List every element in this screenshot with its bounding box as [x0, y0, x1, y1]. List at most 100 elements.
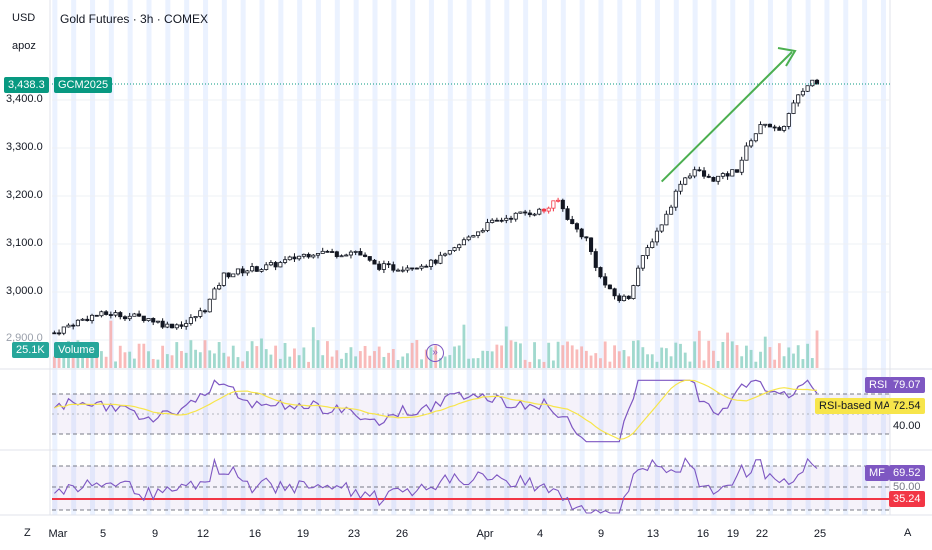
- zoom-reset-button[interactable]: Z: [24, 527, 31, 539]
- volume-bar: [627, 356, 631, 368]
- mfi-value: 69.52: [889, 465, 925, 481]
- session-shade: [692, 0, 698, 515]
- volume-bar: [679, 343, 682, 368]
- candle-body: [636, 267, 641, 286]
- volume-bar: [749, 349, 753, 368]
- volume-bar: [241, 361, 245, 368]
- candle-body: [640, 255, 645, 269]
- currency-label[interactable]: USD: [12, 12, 36, 24]
- volume-bar: [519, 343, 522, 368]
- volume-bar: [448, 355, 452, 368]
- session-shade: [372, 0, 378, 515]
- volume-bar: [358, 351, 362, 368]
- candle-body: [452, 247, 457, 251]
- session-shade: [203, 0, 209, 515]
- candle-body: [231, 273, 236, 278]
- x-tick-label: 16: [697, 528, 709, 540]
- session-shade: [221, 0, 227, 515]
- candle-body: [372, 259, 377, 265]
- candle-body: [494, 219, 499, 222]
- session-shade: [278, 0, 284, 515]
- candle-body: [381, 263, 386, 270]
- candle-body: [151, 318, 156, 323]
- session-shade: [71, 0, 77, 515]
- candle-body: [282, 259, 288, 263]
- volume-bar: [594, 353, 598, 368]
- candle-body: [626, 295, 631, 299]
- candle-body: [499, 219, 504, 222]
- volume-bar: [613, 345, 617, 368]
- candle-body: [113, 312, 118, 316]
- volume-bar: [759, 351, 762, 368]
- volume-bar: [128, 351, 132, 368]
- x-tick-label: 13: [647, 528, 659, 540]
- candle-body: [485, 222, 490, 231]
- candle-body: [367, 256, 372, 261]
- volume-bar: [420, 359, 423, 368]
- auto-scale-button[interactable]: A: [904, 527, 912, 539]
- candle-body: [758, 124, 763, 135]
- candle-body: [61, 326, 66, 334]
- candle-body: [193, 316, 198, 319]
- replay-icon[interactable]: »: [426, 344, 444, 362]
- candle-body: [315, 253, 321, 256]
- volume-bar: [768, 347, 772, 368]
- candle-body: [438, 254, 443, 264]
- volume-bar: [194, 349, 198, 368]
- mfi-label[interactable]: MF: [865, 465, 889, 481]
- volume-bar: [109, 320, 113, 368]
- volume-bar: [509, 340, 513, 368]
- volume-bar: [716, 360, 720, 368]
- candle-body: [391, 264, 396, 271]
- session-shade: [862, 0, 868, 515]
- rsi-ma-label[interactable]: RSI-based MA: [815, 398, 895, 414]
- volume-bar: [250, 341, 254, 368]
- volume-bar: [547, 342, 551, 368]
- volume-bar: [335, 350, 339, 368]
- candle-body: [621, 295, 627, 302]
- candle-body: [137, 313, 142, 317]
- symbol-tag: GCM2025: [54, 77, 113, 93]
- candle-body: [786, 113, 791, 127]
- volume-bar: [368, 355, 372, 368]
- volume-bar: [486, 350, 489, 368]
- volume-bar: [712, 350, 715, 368]
- candle-body: [659, 224, 664, 232]
- rsi-label[interactable]: RSI: [865, 377, 892, 393]
- chart-title: Gold Futures · 3h · COMEX: [60, 12, 209, 26]
- session-shade: [654, 0, 660, 515]
- candle-body: [254, 266, 259, 272]
- candle-body: [395, 269, 401, 272]
- volume-bar: [175, 342, 179, 368]
- session-shade: [805, 0, 811, 515]
- volume-label[interactable]: Volume: [54, 342, 99, 358]
- volume-bar: [542, 361, 546, 368]
- candle-body: [410, 267, 415, 270]
- volume-bar: [71, 357, 75, 368]
- volume-bar: [603, 341, 607, 368]
- volume-bar: [269, 354, 273, 368]
- volume-bar: [288, 356, 292, 368]
- candle-body: [532, 213, 537, 216]
- x-tick-label: 22: [756, 528, 768, 540]
- candle-body: [570, 219, 575, 225]
- scale-mode-label[interactable]: apoz: [12, 40, 36, 52]
- session-shade: [560, 0, 566, 515]
- candle-body: [551, 200, 556, 209]
- x-tick-label: 16: [249, 528, 261, 540]
- volume-bar: [424, 349, 428, 368]
- y-tick-3200: 3,200.0: [6, 189, 43, 201]
- volume-bar: [316, 340, 320, 368]
- volume-bar: [580, 346, 584, 368]
- volume-bar: [302, 347, 306, 368]
- volume-bar: [792, 353, 795, 368]
- candle-body: [245, 270, 250, 274]
- candle-body: [104, 311, 109, 315]
- candle-body: [565, 208, 570, 220]
- candle-body: [711, 176, 716, 182]
- volume-bar: [660, 347, 664, 368]
- candle-body: [607, 284, 612, 290]
- volume-bar: [641, 347, 645, 368]
